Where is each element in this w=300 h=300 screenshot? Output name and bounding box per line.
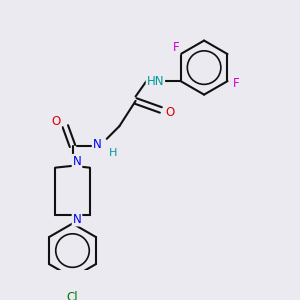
Text: N: N	[73, 212, 81, 226]
Text: N: N	[73, 155, 81, 168]
Text: N: N	[93, 138, 102, 151]
Text: H: H	[109, 148, 117, 158]
Text: O: O	[165, 106, 175, 119]
Text: F: F	[173, 41, 179, 54]
Text: O: O	[52, 115, 61, 128]
Text: F: F	[233, 77, 240, 90]
Text: HN: HN	[147, 75, 164, 88]
Text: Cl: Cl	[67, 291, 78, 300]
